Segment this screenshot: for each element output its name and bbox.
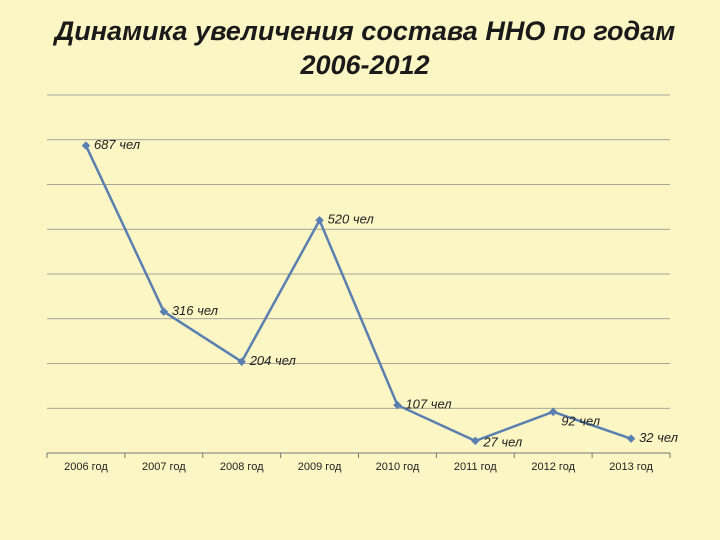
point-marker	[548, 407, 558, 417]
point-marker	[471, 436, 480, 446]
series-line	[84, 145, 632, 443]
value-label: 32 чел	[639, 430, 679, 445]
point-marker	[159, 307, 169, 316]
x-tick-label: 2007 год	[142, 461, 186, 473]
x-tick-label: 2011 год	[454, 461, 497, 473]
value-label: 92 чел	[561, 413, 601, 428]
x-tick-label: 2013 год	[609, 461, 653, 473]
x-tick-label: 2006 год	[64, 461, 108, 473]
x-tick-label: 2010 год	[376, 461, 420, 473]
value-label: 204 чел	[249, 353, 297, 368]
point-marker	[393, 400, 402, 410]
point-marker	[237, 357, 246, 366]
point-marker	[315, 216, 324, 225]
chart-title: Динамика увеличения состава ННО по годам…	[54, 16, 676, 80]
value-label: 107 чел	[405, 397, 452, 412]
point-marker	[81, 141, 91, 150]
value-label: 687 чел	[94, 137, 141, 152]
point-marker	[626, 434, 636, 443]
value-label: 520 чел	[328, 212, 375, 227]
value-label: 27 чел	[482, 434, 523, 449]
x-tick-label: 2012 год	[531, 461, 575, 473]
value-label: 316 чел	[172, 303, 219, 318]
x-tick-label: 2008 год	[220, 461, 264, 473]
x-tick-label: 2009 год	[298, 461, 342, 473]
